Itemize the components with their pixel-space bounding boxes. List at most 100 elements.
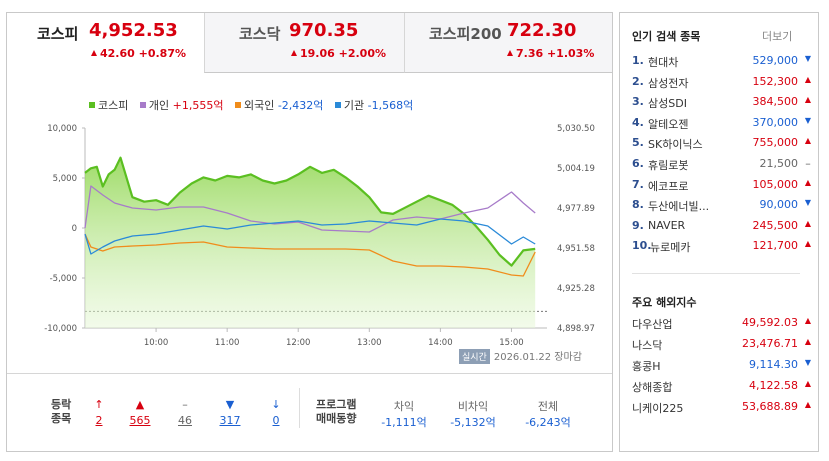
left-tick-label: -10,000 <box>44 324 77 334</box>
stock-price: 755,000 <box>752 136 799 150</box>
total-value: -6,243억 <box>525 416 571 429</box>
limit-down-arrow-icon: ↓ <box>271 398 281 411</box>
timestamp: 실시간 2026.01.22 장마감 <box>459 348 582 364</box>
tab-kosdaq[interactable]: 코스닥 970.35 19.06 +2.00% <box>204 13 404 73</box>
stock-name: 두산에너빌... <box>648 200 710 214</box>
program-label: 프로그램 매매동향 <box>316 398 357 425</box>
divider <box>632 273 800 274</box>
right-tick-label: 4,925.28 <box>557 284 595 294</box>
popular-item[interactable]: 2. 삼성전자 152,300 ▲ <box>632 75 812 95</box>
index-value: 9,114.30 <box>749 358 798 371</box>
rank-number: 10. <box>632 239 652 253</box>
overseas-index-item[interactable]: 나스닥 23,476.71 ▲ <box>632 337 812 357</box>
stock-name: 삼성전자 <box>648 76 689 90</box>
left-tick-label: 0 <box>72 224 77 234</box>
up-triangle-icon <box>91 50 97 56</box>
sidebar: 인기 검색 종목 더보기 1. 현대차 529,000 ▼ 2. 삼성전자 152,300 ▲… <box>619 12 819 452</box>
chart-legend: 코스피 개인 +1,555억 외국인 -2,432억 기관 -1,568억 <box>89 97 421 113</box>
series-line <box>84 218 536 255</box>
series-line-kospi <box>84 156 536 267</box>
tab-value: 970.35 <box>289 20 359 41</box>
x-tick-label: 13:00 <box>357 338 382 348</box>
limit-up-arrow-icon: ↑ <box>94 398 104 411</box>
x-tick-label: 10:00 <box>144 338 169 348</box>
tab-kospi200[interactable]: 코스피200 722.30 7.36 +1.03% <box>404 13 612 73</box>
index-value: 4,122.58 <box>749 379 798 392</box>
legend-item-institution: 기관 -1,568억 <box>334 97 413 113</box>
x-tick-label: 15:00 <box>499 338 524 348</box>
popular-item[interactable]: 5. SK하이닉스 755,000 ▲ <box>632 136 812 156</box>
x-tick-label: 12:00 <box>286 338 311 348</box>
popular-item[interactable]: 3. 삼성SDI 384,500 ▲ <box>632 95 812 115</box>
realtime-badge: 실시간 <box>459 349 490 364</box>
popular-item[interactable]: 8. 두산에너빌... 90,000 ▼ <box>632 198 812 218</box>
dash-icon: – <box>805 157 811 170</box>
limit-up-count[interactable]: ↑ 2 <box>84 398 114 427</box>
index-value: 23,476.71 <box>742 337 798 350</box>
stock-price: 384,500 <box>752 95 799 109</box>
more-link[interactable]: 더보기 <box>762 30 793 43</box>
right-tick-label: 4,898.97 <box>557 324 595 334</box>
tab-change: 7.36 +1.03% <box>507 47 594 60</box>
popular-item[interactable]: 9. NAVER 245,500 ▲ <box>632 219 812 239</box>
stock-name: 알테오젠 <box>648 117 689 131</box>
tab-value: 4,952.53 <box>89 20 178 41</box>
rank-number: 5. <box>632 136 644 150</box>
left-tick-label: 10,000 <box>47 124 77 134</box>
up-triangle-icon: ▲ <box>804 136 812 146</box>
overseas-index-item[interactable]: 니케이225 53,688.89 ▲ <box>632 400 812 420</box>
stock-name: 현대차 <box>648 56 679 69</box>
overseas-index-item[interactable]: 상해종합 4,122.58 ▲ <box>632 379 812 399</box>
rank-number: 2. <box>632 74 644 88</box>
stock-name: 뉴로메카 <box>650 241 691 255</box>
intraday-chart: 10,000 5,000 0 -5,000 -10,000 5,030.50 5,004.1… <box>44 124 595 348</box>
series-line <box>84 233 536 277</box>
flat-count[interactable]: –46 <box>170 398 200 427</box>
popular-item[interactable]: 7. 에코프로 105,000 ▲ <box>632 178 812 198</box>
stock-price: 90,000 <box>759 198 799 212</box>
index-name: 상해종합 <box>632 381 673 394</box>
stock-name: 에코프로 <box>648 179 689 193</box>
legend-item-kospi: 코스피 <box>89 97 128 113</box>
up-triangle-icon <box>291 50 297 56</box>
stock-price: 121,700 <box>752 239 799 253</box>
overseas-index-item[interactable]: 홍콩H 9,114.30 ▼ <box>632 358 812 378</box>
tab-value: 722.30 <box>507 20 577 41</box>
up-triangle-icon: ▲ <box>804 95 812 105</box>
up-triangle-icon: ▲ <box>804 177 812 187</box>
non-arbitrage-header: 비차익 <box>457 400 489 413</box>
tab-name: 코스피 <box>37 25 79 43</box>
rise-count[interactable]: ▲ 565 <box>125 398 155 427</box>
market-panel: 코스피 4,952.53 42.60 +0.87% 코스닥 970.35 19.… <box>6 12 613 452</box>
popular-item[interactable]: 10. 뉴로메카 121,700 ▲ <box>632 239 812 259</box>
stock-price: 21,500 <box>759 157 799 170</box>
popular-item[interactable]: 6. 휴림로봇 21,500– <box>632 157 812 177</box>
divider <box>299 388 300 428</box>
right-tick-label: 4,951.58 <box>557 244 595 254</box>
limit-down-count[interactable]: ↓ 0 <box>261 398 291 427</box>
date: 2026.01.22 <box>493 352 552 363</box>
down-triangle-icon: ▼ <box>804 54 812 63</box>
index-name: 니케이225 <box>632 402 684 415</box>
legend-item-individual: 개인 +1,555억 <box>139 97 223 113</box>
series-line <box>84 185 536 233</box>
stock-name: 삼성SDI <box>648 97 687 111</box>
index-value: 53,688.89 <box>742 400 798 413</box>
up-triangle-icon: ▲ <box>135 398 145 411</box>
index-tabs: 코스피 4,952.53 42.60 +0.87% 코스닥 970.35 19.… <box>7 13 612 73</box>
tab-change: 19.06 +2.00% <box>291 47 386 60</box>
stock-price: 152,300 <box>752 74 799 88</box>
popular-item[interactable]: 1. 현대차 529,000 ▼ <box>632 54 812 74</box>
rank-number: 4. <box>632 115 644 129</box>
up-triangle-icon: ▲ <box>804 316 812 325</box>
left-tick-label: 5,000 <box>53 174 77 184</box>
popular-item[interactable]: 4. 알테오젠 370,000 ▼ <box>632 116 812 136</box>
overseas-index-item[interactable]: 다우산업 49,592.03 ▲ <box>632 316 812 336</box>
rank-number: 1. <box>632 54 644 67</box>
tab-change: 42.60 +0.87% <box>91 47 186 60</box>
fall-count[interactable]: ▼ 317 <box>215 398 245 427</box>
non-arbitrage-value: -5,132억 <box>450 416 496 429</box>
up-triangle-icon: ▲ <box>804 218 812 228</box>
tab-kospi[interactable]: 코스피 4,952.53 42.60 +0.87% <box>7 13 204 73</box>
overseas-title: 주요 해외지수 <box>632 296 697 309</box>
